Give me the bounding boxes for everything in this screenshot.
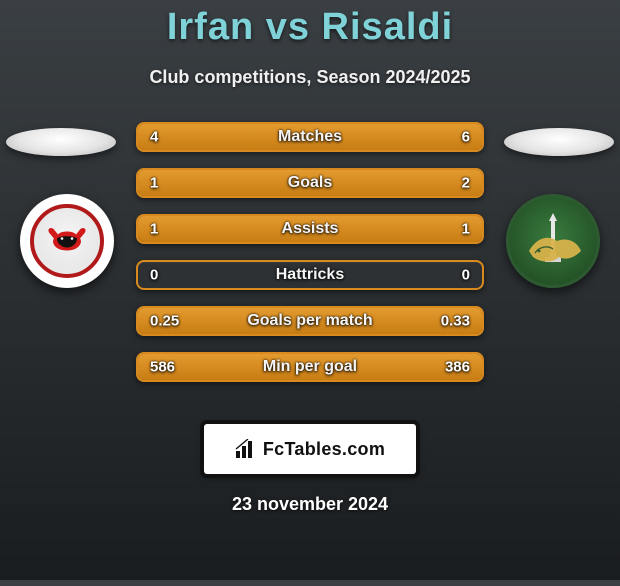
bar-value-left: 0 (150, 267, 158, 284)
stat-bar-row: Min per goal586386 (136, 352, 484, 382)
club-crest-left-inner (30, 204, 104, 278)
bar-fill-right (310, 216, 482, 242)
bar-fill-left (138, 170, 252, 196)
source-badge-text: FcTables.com (263, 439, 385, 460)
club-crest-right (506, 194, 600, 288)
player-right-placeholder-oval (504, 128, 614, 156)
bar-fill-right (344, 354, 482, 380)
monument-fish-icon (519, 207, 587, 275)
club-crest-left (20, 194, 114, 288)
page-subtitle: Club competitions, Season 2024/2025 (0, 67, 620, 88)
chart-icon (235, 439, 257, 459)
stat-bar-row: Goals per match0.250.33 (136, 306, 484, 336)
club-crest-right-inner (519, 207, 587, 275)
bar-fill-right (252, 170, 482, 196)
page-title: Irfan vs Risaldi (0, 6, 620, 49)
bar-label: Hattricks (138, 266, 482, 284)
stat-bars: Matches46 Goals12 Assists11 Hattricks0 0 Goal… (136, 122, 484, 382)
bar-fill-left (138, 124, 276, 150)
source-badge[interactable]: FcTables.com (204, 424, 416, 474)
snapshot-date: 23 november 2024 (0, 494, 620, 515)
player-left-placeholder-oval (6, 128, 116, 156)
stat-bar-row: Matches46 (136, 122, 484, 152)
stat-bar-row: Goals12 (136, 168, 484, 198)
bull-icon (45, 225, 89, 255)
bar-value-right: 0 (462, 267, 470, 284)
bar-fill-left (138, 308, 286, 334)
stat-bar-row: Hattricks0 0 (136, 260, 484, 290)
bar-fill-right (286, 308, 482, 334)
stat-bar-row: Assists11 (136, 214, 484, 244)
comparison-stage: Matches46 Goals12 Assists11 Hattricks0 0 Goal… (0, 116, 620, 396)
bar-fill-right (276, 124, 482, 150)
bar-fill-left (138, 216, 310, 242)
bar-fill-left (138, 354, 344, 380)
